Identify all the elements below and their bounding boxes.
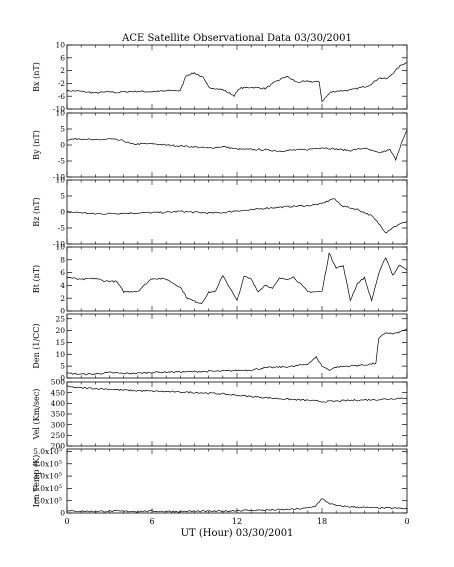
y-tick-label: 400 bbox=[51, 399, 66, 408]
y-tick-label: 10 bbox=[55, 109, 65, 118]
y-tick-label: -10 bbox=[53, 105, 65, 114]
panels-group: 10 6 2 -2 -6 -10 Bx (nT) 10 5 0 -5 -10 By (nT) 10 5 0 -5… bbox=[32, 41, 410, 526]
y-tick-label: 5 bbox=[60, 125, 65, 134]
y-tick-label: 0 bbox=[60, 509, 65, 518]
panel-2: 10 5 0 -5 -10 By (nT) bbox=[32, 109, 408, 182]
y-tick-label: 500 bbox=[51, 378, 66, 387]
panel-7: 5.0x105 4.0x105 3.0x105 2.0x105 1.0x105 0 Ion … bbox=[32, 447, 408, 518]
y-tick-label: 10 bbox=[55, 176, 65, 185]
y-axis-label: Den (1/CC) bbox=[32, 323, 41, 368]
y-tick-label: 350 bbox=[51, 410, 66, 419]
panel-1: 10 6 2 -2 -6 -10 Bx (nT) bbox=[32, 41, 408, 114]
y-tick-label: 3.0x105 bbox=[33, 472, 62, 481]
y-tick-label: 2.0x105 bbox=[33, 484, 62, 493]
y-tick-label: 15 bbox=[55, 338, 65, 347]
series-line bbox=[66, 328, 408, 376]
panel-frame bbox=[66, 246, 408, 312]
y-tick-label: 450 bbox=[51, 388, 66, 397]
y-tick-label: 20 bbox=[55, 326, 65, 335]
y-tick-label: 8 bbox=[60, 255, 65, 264]
chart-title: ACE Satellite Observational Data 03/30/2… bbox=[121, 33, 352, 44]
y-tick-label: 25 bbox=[55, 314, 65, 323]
series-line bbox=[66, 198, 408, 234]
panel-frame bbox=[66, 112, 408, 178]
y-axis-label: By (nT) bbox=[32, 130, 41, 160]
series-line bbox=[66, 385, 408, 403]
x-tick-label: 6 bbox=[149, 517, 154, 526]
y-tick-label: 300 bbox=[51, 420, 66, 429]
panel-4: 10 8 6 4 2 0 Bt (nT) bbox=[32, 243, 408, 316]
y-tick-label: -10 bbox=[53, 173, 65, 182]
y-tick-label: 0 bbox=[60, 141, 65, 150]
y-tick-label: 5 bbox=[60, 362, 65, 371]
y-axis-label: Bt (nT) bbox=[32, 265, 41, 293]
x-tick-label: 18 bbox=[317, 517, 327, 526]
series-line bbox=[67, 130, 408, 162]
y-tick-label: -2 bbox=[58, 79, 66, 88]
y-tick-label: 10 bbox=[55, 41, 65, 50]
y-tick-label: 0 bbox=[60, 374, 65, 383]
y-axis-label: Ion Temp (K) bbox=[32, 455, 41, 508]
y-tick-label: 0 bbox=[60, 307, 65, 316]
y-tick-label: 2 bbox=[60, 66, 65, 75]
y-tick-label: -6 bbox=[58, 92, 66, 101]
y-tick-label: 5.0x105 bbox=[33, 447, 62, 456]
series-line bbox=[66, 62, 408, 103]
y-tick-label: 0 bbox=[60, 208, 65, 217]
y-tick-label: 4 bbox=[60, 281, 65, 290]
y-tick-label: 6 bbox=[60, 268, 65, 277]
panel-frame bbox=[66, 179, 408, 245]
y-tick-label: 2 bbox=[60, 294, 65, 303]
panel-3: 10 5 0 -5 -10 Bz (nT) bbox=[32, 176, 408, 249]
x-tick-label: 0 bbox=[64, 517, 69, 526]
x-axis-label: UT (Hour) 03/30/2001 bbox=[181, 528, 294, 539]
panel-frame bbox=[66, 313, 408, 379]
y-axis-label: Vel (Km/sec) bbox=[32, 389, 41, 441]
panel-5: 25 20 15 10 5 0 Den (1/CC) bbox=[32, 313, 408, 383]
y-tick-label: 250 bbox=[51, 431, 66, 440]
y-tick-label: 4.0x105 bbox=[33, 459, 62, 468]
series-line bbox=[66, 252, 408, 305]
series-line bbox=[66, 498, 408, 513]
x-tick-label: 12 bbox=[232, 517, 242, 526]
panel-frame bbox=[66, 44, 408, 110]
y-tick-label: 10 bbox=[55, 350, 65, 359]
panel-frame bbox=[66, 448, 408, 514]
x-tick-label: 0 bbox=[404, 517, 409, 526]
panel-frame bbox=[66, 381, 408, 447]
y-tick-label: -5 bbox=[58, 157, 66, 166]
y-axis-label: Bx (nT) bbox=[32, 62, 41, 92]
y-tick-label: 200 bbox=[51, 442, 66, 451]
y-tick-label: 10 bbox=[55, 243, 65, 252]
y-axis-label: Bz (nT) bbox=[32, 197, 41, 226]
y-tick-label: -10 bbox=[53, 240, 65, 249]
y-tick-label: -5 bbox=[58, 224, 66, 233]
y-tick-label: 1.0x105 bbox=[33, 496, 62, 505]
y-tick-label: 5 bbox=[60, 192, 65, 201]
y-tick-label: 6 bbox=[60, 53, 65, 62]
